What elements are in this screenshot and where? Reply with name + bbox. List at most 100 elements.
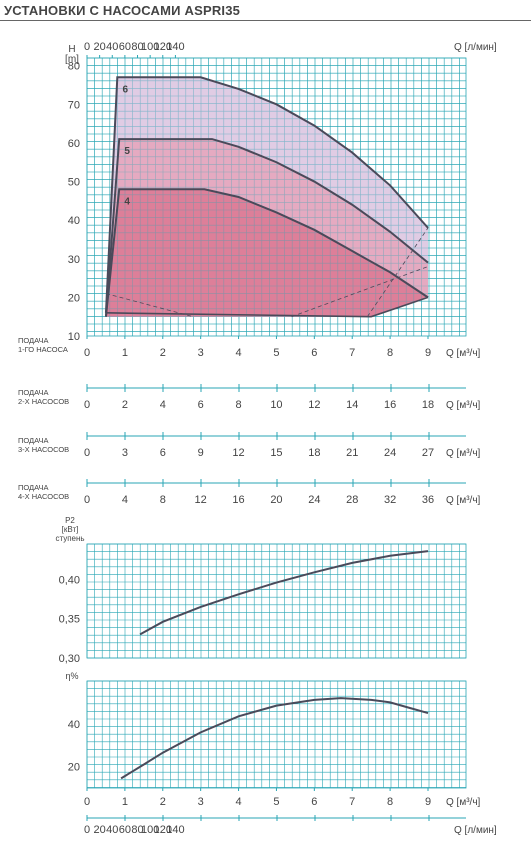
page-title: УСТАНОВКИ С НАСОСАМИ ASPRI35 bbox=[4, 3, 241, 18]
head-y-tick-label: 60 bbox=[68, 138, 80, 150]
efficiency-y-tick-label: 20 bbox=[68, 762, 80, 774]
npsh-dashed-line bbox=[367, 227, 429, 317]
efficiency-bottom-tick-label: 2 bbox=[160, 796, 166, 808]
head-bottom-tick-label: 4 bbox=[235, 347, 241, 359]
npsh-dashed-line bbox=[291, 266, 429, 318]
lower-limit-line bbox=[105, 296, 429, 318]
lmin-tick-label: 0 bbox=[84, 824, 90, 836]
power-y-tick-label: 0,30 bbox=[59, 653, 80, 665]
efficiency-y-axis-label: η% bbox=[65, 671, 78, 681]
head-top-axis-label: Q [л/мин] bbox=[454, 42, 497, 53]
head-bottom-axis-label: Q [м³/ч] bbox=[446, 348, 481, 359]
flow-scale-tick-label: 18 bbox=[308, 447, 320, 459]
efficiency-curve-line bbox=[120, 697, 429, 780]
power-grid-border bbox=[86, 543, 467, 659]
lmin-tick-label: 100 bbox=[141, 824, 159, 836]
power-grid bbox=[86, 543, 467, 659]
curve-6-line bbox=[104, 76, 429, 313]
head-top-tick-label: 20 bbox=[94, 41, 106, 53]
flow-scale-tick-label: 2 bbox=[122, 399, 128, 411]
head-top-tick-label: 40 bbox=[106, 41, 118, 53]
head-bottom-tick-label: 9 bbox=[425, 347, 431, 359]
flow-scale-tick-label: 14 bbox=[346, 399, 358, 411]
head-top-tick-label: 60 bbox=[119, 41, 131, 53]
flow-scale-label: ПОДАЧА bbox=[18, 436, 49, 445]
power-y-tick-label: 0,35 bbox=[59, 614, 80, 626]
curve-4-line bbox=[104, 188, 429, 317]
head-bottom-tick-label: 8 bbox=[387, 347, 393, 359]
lmin-axis-label: Q [л/мин] bbox=[454, 825, 497, 836]
flow-scale-tick-label: 24 bbox=[384, 447, 396, 459]
head-y-tick-label: 80 bbox=[68, 61, 80, 73]
flow-scale-unit: Q [м³/ч] bbox=[446, 495, 481, 506]
head-bottom-tick-label: 5 bbox=[273, 347, 279, 359]
lmin-tick-label: 80 bbox=[131, 824, 143, 836]
flow-scale-tick-label: 28 bbox=[346, 494, 358, 506]
flow-scale-tick-label: 27 bbox=[422, 447, 434, 459]
head-y-axis-label: [m] bbox=[65, 54, 79, 65]
flow-scale-tick-label: 32 bbox=[384, 494, 396, 506]
head-bottom-tick-label: 3 bbox=[198, 347, 204, 359]
flow-scale-tick-label: 18 bbox=[422, 399, 434, 411]
efficiency-bottom-tick-label: 3 bbox=[198, 796, 204, 808]
head-bottom-tick-label: 7 bbox=[349, 347, 355, 359]
flow-scale-tick-label: 4 bbox=[160, 399, 166, 411]
flow-scale-label: 3-Х НАСОСОВ bbox=[18, 445, 69, 454]
efficiency-grid bbox=[86, 680, 467, 789]
head-y-tick-label: 50 bbox=[68, 177, 80, 189]
power-y-axis-label: P2 bbox=[65, 516, 75, 525]
flow-scale-tick-label: 16 bbox=[232, 494, 244, 506]
efficiency-bottom-tick-label: 8 bbox=[387, 796, 393, 808]
flow-scale-tick-label: 20 bbox=[270, 494, 282, 506]
head-top-tick-label: 140 bbox=[166, 41, 184, 53]
flow-scale-label: ПОДАЧА bbox=[18, 336, 49, 345]
head-y-tick-label: 30 bbox=[68, 254, 80, 266]
flow-scale-tick-label: 9 bbox=[198, 447, 204, 459]
head-top-tick-label: 80 bbox=[131, 41, 143, 53]
flow-scale-tick-label: 15 bbox=[270, 447, 282, 459]
head-bottom-tick-label: 0 bbox=[84, 347, 90, 359]
lmin-tick-label: 120 bbox=[154, 824, 172, 836]
npsh-dashed-line bbox=[105, 293, 194, 318]
flow-scale-tick-label: 12 bbox=[232, 447, 244, 459]
power-y-axis-label: ступень bbox=[55, 534, 84, 543]
flow-scale-unit: Q [м³/ч] bbox=[446, 400, 481, 411]
head-y-tick-label: 20 bbox=[68, 292, 80, 304]
flow-scale-tick-label: 24 bbox=[308, 494, 320, 506]
flow-scale-tick-label: 21 bbox=[346, 447, 358, 459]
power-grid-bg bbox=[87, 544, 466, 658]
flow-scale-label: 1-ГО НАСОСА bbox=[18, 345, 68, 354]
flow-scale-tick-label: 36 bbox=[422, 494, 434, 506]
head-y-tick-label: 70 bbox=[68, 99, 80, 111]
lmin-tick-label: 20 bbox=[94, 824, 106, 836]
flow-scale-label: ПОДАЧА bbox=[18, 388, 49, 397]
head-bottom-tick-label: 2 bbox=[160, 347, 166, 359]
flow-scale-tick-label: 0 bbox=[84, 494, 90, 506]
flow-scale-tick-label: 8 bbox=[235, 399, 241, 411]
efficiency-bottom-tick-label: 5 bbox=[273, 796, 279, 808]
lmin-tick-label: 140 bbox=[166, 824, 184, 836]
flow-scale-tick-label: 6 bbox=[198, 399, 204, 411]
flow-scale-tick-label: 0 bbox=[84, 447, 90, 459]
efficiency-bottom-tick-label: 9 bbox=[425, 796, 431, 808]
power-curve-line bbox=[139, 550, 429, 636]
efficiency-bottom-tick-label: 1 bbox=[122, 796, 128, 808]
curve-label-4: 4 bbox=[124, 196, 130, 207]
power-y-axis-label: [кВт] bbox=[62, 525, 79, 534]
curve-label-6: 6 bbox=[123, 84, 129, 95]
efficiency-bottom-tick-label: 6 bbox=[311, 796, 317, 808]
flow-scale-label: 4-Х НАСОСОВ bbox=[18, 492, 69, 501]
head-y-axis-label: H bbox=[68, 44, 75, 55]
head-bottom-tick-label: 1 bbox=[122, 347, 128, 359]
flow-scale-tick-label: 6 bbox=[160, 447, 166, 459]
efficiency-y-tick-label: 40 bbox=[68, 719, 80, 731]
flow-scale-tick-label: 8 bbox=[160, 494, 166, 506]
flow-scale-unit: Q [м³/ч] bbox=[446, 448, 481, 459]
title-divider bbox=[0, 20, 531, 21]
flow-scale-tick-label: 12 bbox=[308, 399, 320, 411]
curve-5-line bbox=[104, 138, 429, 317]
flow-scale-tick-label: 16 bbox=[384, 399, 396, 411]
efficiency-bottom-tick-label: 0 bbox=[84, 796, 90, 808]
head-bottom-tick-label: 6 bbox=[311, 347, 317, 359]
